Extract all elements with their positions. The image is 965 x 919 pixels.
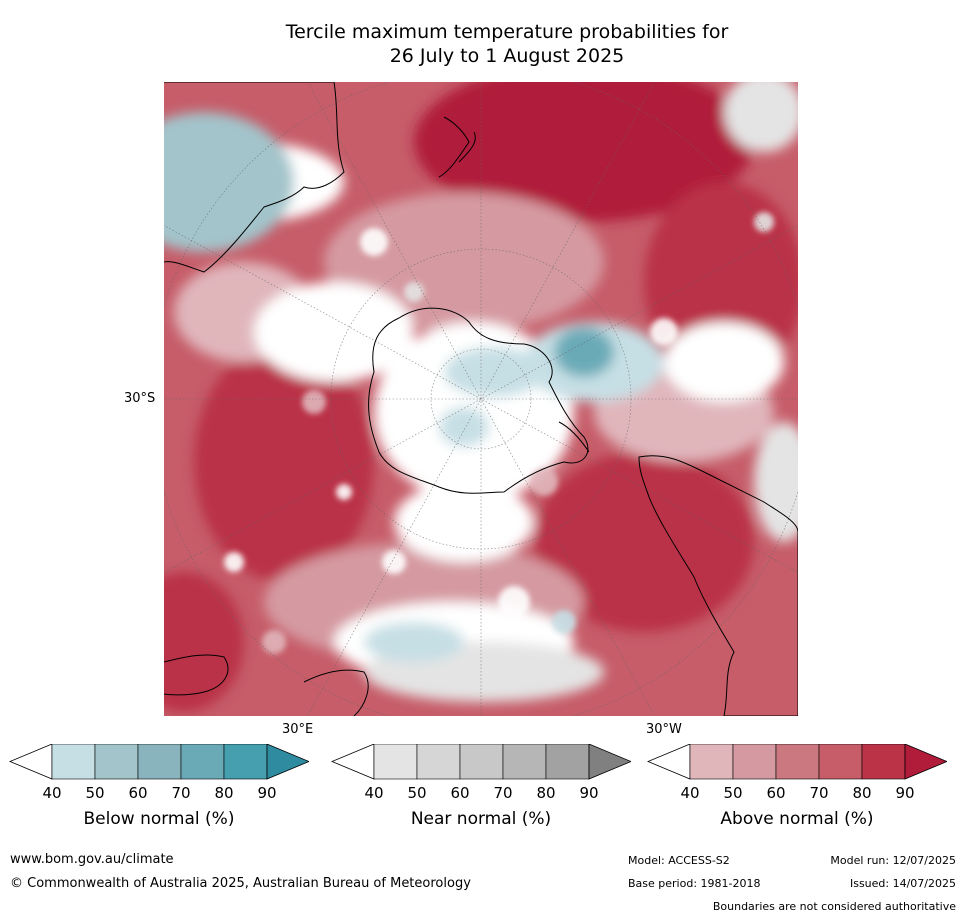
colorbar-tick-label: 60 xyxy=(128,784,148,802)
probability-map xyxy=(164,82,798,716)
colorbar-tick-label: 40 xyxy=(680,784,700,802)
colorbar-swatch xyxy=(51,744,96,780)
colorbar-below-normal: Below normal (%) 40 50 60 70 80 90 xyxy=(9,744,309,844)
colorbar-tick-label: 50 xyxy=(407,784,427,802)
graticule xyxy=(164,82,798,716)
colorbar-swatch xyxy=(373,744,418,780)
colorbar-tick-label: 80 xyxy=(536,784,556,802)
colorbar-swatch xyxy=(180,744,225,780)
colorbar-swatch xyxy=(459,744,504,780)
colorbar-swatch xyxy=(689,744,734,780)
strong-above-indian xyxy=(194,342,374,582)
colorbar-swatch xyxy=(502,744,547,780)
colorbar-min-arrow xyxy=(9,744,53,780)
footer-model-run: Model run: 12/07/2025 xyxy=(830,854,956,867)
new-zealand-outline xyxy=(438,116,476,178)
lon-label-30w: 30°W xyxy=(646,722,682,737)
strong-above-atlantic xyxy=(534,452,754,632)
footer-base-period: Base period: 1981-2018 xyxy=(628,877,761,890)
lat-label-30s: 30°S xyxy=(124,391,156,406)
footer-copyright: © Commonwealth of Australia 2025, Austra… xyxy=(10,876,471,891)
title-line-1: Tercile maximum temperature probabilitie… xyxy=(285,21,729,43)
colorbar-near-swatches xyxy=(331,744,631,780)
colorbar-tick-label: 40 xyxy=(42,784,62,802)
colorbar-max-arrow xyxy=(588,744,631,780)
lon-label-30e: 30°E xyxy=(282,722,314,737)
colorbar-above-label: Above normal (%) xyxy=(720,809,874,829)
colorbar-tick-label: 50 xyxy=(85,784,105,802)
colorbar-above-swatches xyxy=(647,744,947,780)
footer-disclaimer: Boundaries are not considered authoritat… xyxy=(712,900,956,913)
colorbar-tick-label: 90 xyxy=(257,784,277,802)
colorbar-tick-label: 40 xyxy=(364,784,384,802)
colorbar-near-label: Near normal (%) xyxy=(410,809,552,829)
africa-outline xyxy=(164,654,229,696)
title-line-2: 26 July to 1 August 2025 xyxy=(389,45,625,67)
footer-issued: Issued: 14/07/2025 xyxy=(849,877,956,890)
colorbar-near-normal: Near normal (%) 40 50 60 70 80 90 xyxy=(331,744,631,844)
colorbar-swatch xyxy=(775,744,820,780)
footer-website: www.bom.gov.au/climate xyxy=(10,852,174,867)
colorbar-tick-label: 70 xyxy=(809,784,829,802)
colorbar-below-label: Below normal (%) xyxy=(83,809,235,829)
colorbar-swatch xyxy=(861,744,906,780)
colorbar-tick-label: 70 xyxy=(493,784,513,802)
colorbar-tick-label: 60 xyxy=(766,784,786,802)
colorbar-tick-label: 60 xyxy=(450,784,470,802)
colorbar-tick-label: 80 xyxy=(214,784,234,802)
coastlines xyxy=(164,82,798,716)
chart-title: Tercile maximum temperature probabilitie… xyxy=(164,20,850,68)
below-normal-australia xyxy=(164,112,294,252)
colorbar-swatch xyxy=(818,744,863,780)
colorbar-above-normal: Above normal (%) 40 50 60 70 80 90 xyxy=(647,744,947,844)
colorbar-swatch xyxy=(137,744,182,780)
colorbar-tick-label: 50 xyxy=(723,784,743,802)
colorbar-swatch xyxy=(545,744,590,780)
colorbar-tick-label: 90 xyxy=(579,784,599,802)
colorbar-tick-label: 80 xyxy=(852,784,872,802)
colorbar-swatch xyxy=(732,744,777,780)
colorbar-swatch xyxy=(94,744,139,780)
colorbar-swatch xyxy=(223,744,268,780)
colorbar-max-arrow xyxy=(904,744,947,780)
colorbar-min-arrow xyxy=(647,744,691,780)
colorbar-min-arrow xyxy=(331,744,375,780)
australia-outline xyxy=(164,82,345,273)
colorbar-max-arrow xyxy=(266,744,309,780)
strong-above-pacific xyxy=(414,82,754,222)
south-america-outline xyxy=(638,455,798,716)
colorbar-tick-label: 90 xyxy=(895,784,915,802)
colorbar-below-swatches xyxy=(9,744,309,780)
antarctica-outline xyxy=(368,307,589,494)
colorbar-tick-label: 70 xyxy=(171,784,191,802)
colorbar-swatch xyxy=(416,744,461,780)
footer-model: Model: ACCESS-S2 xyxy=(628,854,730,867)
